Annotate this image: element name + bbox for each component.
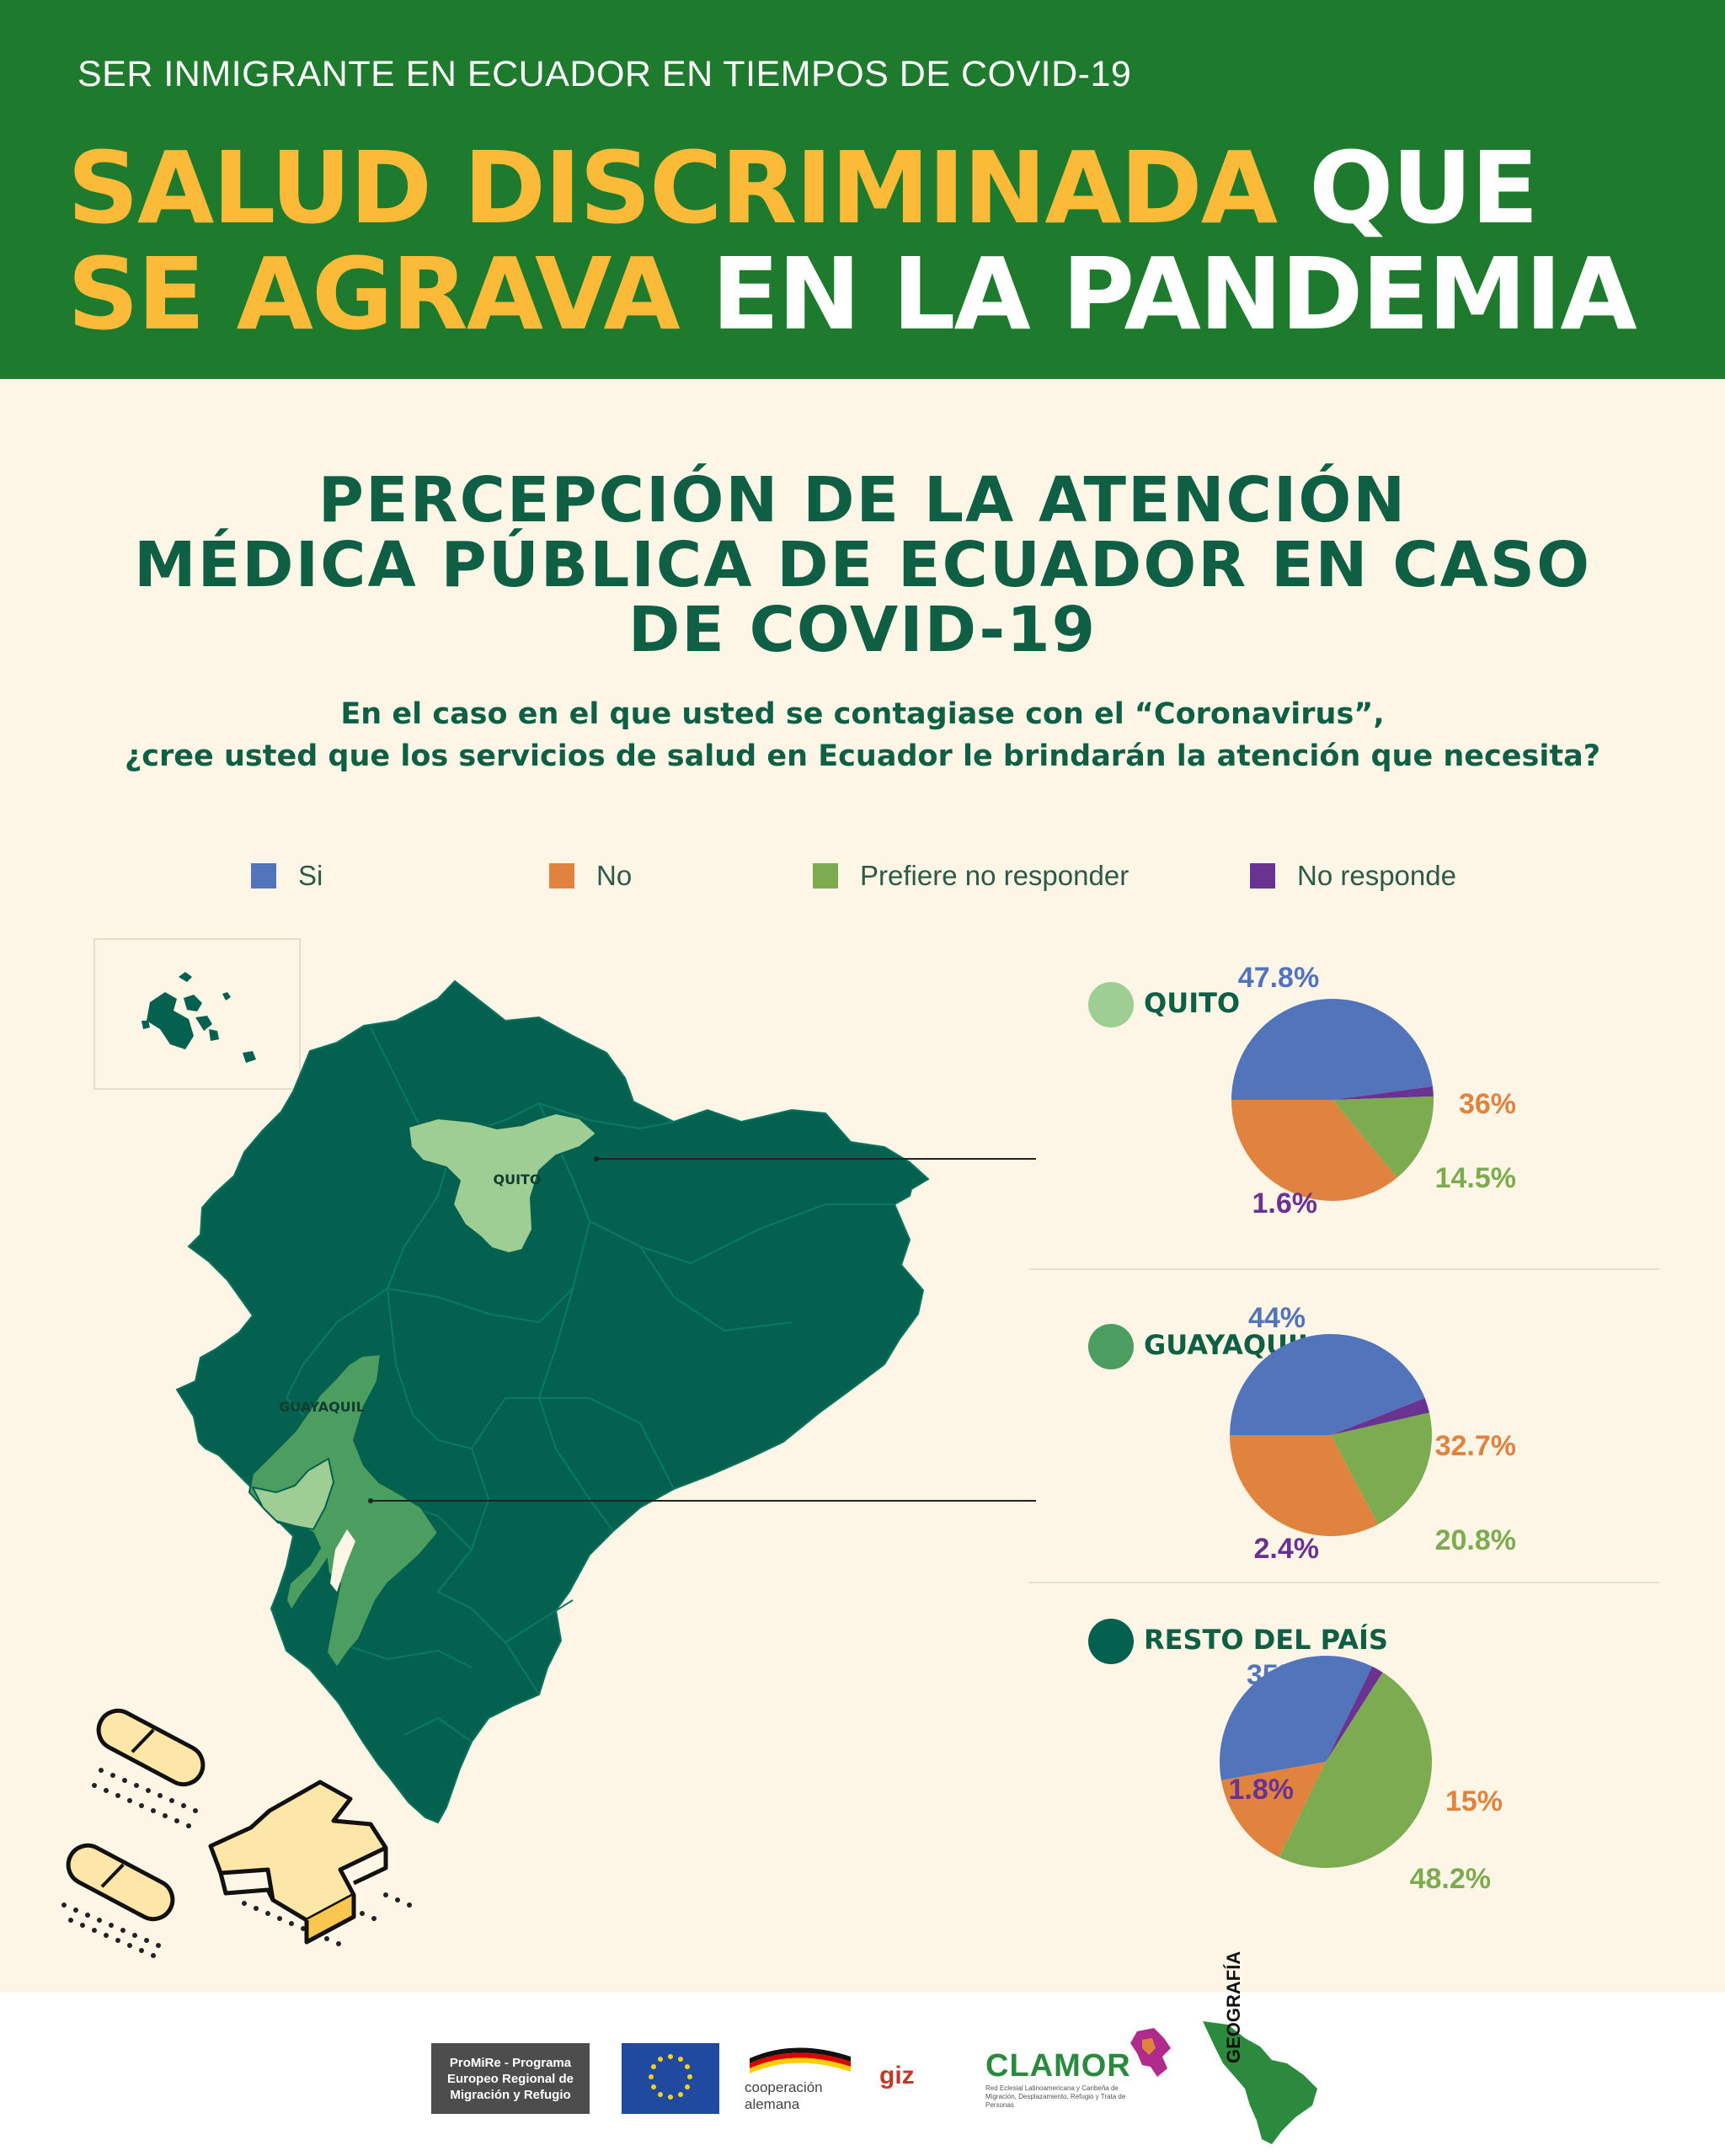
legend-swatch <box>813 863 838 889</box>
pie-slice-prefiere-no-responder <box>1332 1096 1434 1178</box>
galapagos-inset-frame <box>93 938 301 1090</box>
pie-chart-guayaquil: 44% 32.7% 20.8% 2.4% <box>1230 1302 1516 1565</box>
pie-slice-si <box>1231 998 1433 1100</box>
kicker-text: SER INMIGRANTE EN ECUADOR EN TIEMPOS DE … <box>77 54 1132 94</box>
headline-rest-1: QUE <box>1309 130 1539 246</box>
pie-slice-no-responde <box>1331 1398 1430 1435</box>
pie-label-prefiere-no-responder: 48.2% <box>1410 1863 1491 1895</box>
pie-label-si: 44% <box>1248 1302 1306 1334</box>
pie-chart-quito: 47.8% 36% 14.5% 1.6% <box>1231 962 1516 1219</box>
region-label-quito: QUITO <box>1144 987 1241 1019</box>
footer: ProMiRe - Programa Europeo Regional de M… <box>0 1951 1725 2156</box>
divider <box>1029 1268 1659 1270</box>
legend-item-si: Si <box>251 857 323 894</box>
section-title-line-3: DE COVID-19 <box>628 594 1097 666</box>
estuary-channel <box>330 1529 355 1592</box>
guayaquil-region <box>248 1353 440 1669</box>
legend-item-prefiere-no-responder: Prefiere no responder <box>813 857 1129 894</box>
legend-label: No responde <box>1297 860 1456 891</box>
legend-label: No <box>596 860 633 891</box>
pie-label-si: 47.8% <box>1238 962 1319 994</box>
cooperacion-alemana-logo: cooperación alemana <box>745 2041 856 2114</box>
legend-item-no: No <box>549 857 632 894</box>
legend-label: Si <box>298 860 323 891</box>
clamor-subtitle: Red Eclesial Latinoamericana y Caribeña … <box>985 2084 1126 2109</box>
pie-slice-no-responde <box>1326 1666 1383 1762</box>
region-dot-quito <box>1088 982 1134 1027</box>
header-banner: SER INMIGRANTE EN ECUADOR EN TIEMPOS DE … <box>0 0 1725 379</box>
connector-start-dot <box>368 1498 373 1503</box>
geografia-text: GEOGRAFÍA <box>1223 1951 1244 2063</box>
region-dot-guayaquil <box>1088 1324 1134 1369</box>
eu-flag-logo <box>622 2043 719 2114</box>
legend-label: Prefiere no responder <box>860 860 1130 891</box>
pie-slice-prefiere-no-responder <box>1331 1412 1432 1525</box>
connector-start-dot <box>594 1156 599 1161</box>
promire-logo-text: ProMiRe - Programa Europeo Regional de M… <box>446 2055 574 2102</box>
headline-line-2: SE AGRAVA EN LA PANDEMIA <box>67 241 1637 347</box>
headline-highlight-2: SE AGRAVA <box>67 236 681 352</box>
pie-label-no: 32.7% <box>1435 1430 1516 1462</box>
divider <box>1029 1582 1659 1583</box>
map-label-guayaquil: GUAYAQUIL <box>279 1399 365 1415</box>
map-label-quito: QUITO <box>493 1171 541 1187</box>
legend-swatch <box>549 863 574 889</box>
section-title-line-1: PERCEPCIÓN DE LA ATENCIÓN <box>318 464 1407 536</box>
pie-label-prefiere-no-responder: 14.5% <box>1435 1162 1516 1194</box>
pie-chart-resto-del-pais: 35% 15% 48.2% 1.8% <box>1220 1656 1503 1895</box>
pie-slice-no <box>1230 1435 1379 1536</box>
latin-america-map-icon <box>1203 2021 1317 2144</box>
clamor-map-icon <box>1130 2028 1171 2077</box>
galapagos-islands <box>142 972 256 1063</box>
legend-swatch <box>1250 863 1275 889</box>
promire-logo: ProMiRe - Programa Europeo Regional de M… <box>431 2043 590 2114</box>
cooperacion-alemana-text: cooperación alemana <box>745 2079 823 2112</box>
connector-lines <box>371 1158 1036 1502</box>
headline-highlight-1: SALUD DISCRIMINADA <box>67 130 1278 246</box>
geografia-critica-logo: GEOGRAFÍA <box>1194 1951 1329 2148</box>
headline-rest-2: EN LA PANDEMIA <box>711 236 1637 352</box>
pie-label-no-responde: 1.6% <box>1252 1187 1318 1219</box>
pills-decoration <box>61 1708 412 1958</box>
giz-logo: giz <box>879 2062 915 2089</box>
pie-slice-no <box>1231 1100 1397 1201</box>
guayaquil-region-inner <box>251 1457 335 1531</box>
headline-line-1: SALUD DISCRIMINADA QUE <box>67 135 1539 241</box>
clamor-logo: CLAMOR Red Eclesial Latinoamericana y Ca… <box>985 2048 1137 2124</box>
eu-stars-icon <box>649 2054 692 2100</box>
pie-slice-si <box>1230 1333 1425 1435</box>
clamor-logo-text: CLAMOR <box>985 2048 1131 2084</box>
pie-slice-no-responde <box>1332 1086 1434 1100</box>
pie-slice-prefiere-no-responder <box>1279 1672 1432 1868</box>
ecuador-map: QUITO GUAYAQUIL <box>61 938 1036 1958</box>
pie-label-si: 35% <box>1247 1659 1304 1691</box>
pie-slice-no <box>1220 1762 1326 1858</box>
german-flag-icon <box>750 2047 851 2073</box>
pie-label-no-responde: 1.8% <box>1229 1774 1295 1806</box>
pie-charts: 47.8% 36% 14.5% 1.6% 44% 32.7% 20.8% 2.4% 35% 1… <box>1220 962 1516 1895</box>
region-label-resto-del-pais: RESTO DEL PAÍS <box>1144 1624 1388 1656</box>
pie-label-no: 36% <box>1459 1088 1516 1120</box>
pie-label-no-responde: 2.4% <box>1254 1533 1320 1565</box>
quito-region <box>407 1112 598 1255</box>
pie-slice-si <box>1220 1656 1373 1780</box>
legend-swatch <box>251 863 276 889</box>
question-line-2: ¿cree usted que los servicios de salud e… <box>125 739 1600 773</box>
pie-label-no: 15% <box>1445 1785 1503 1817</box>
legend-item-no-responde: No responde <box>1250 857 1456 894</box>
pie-label-prefiere-no-responder: 20.8% <box>1435 1524 1516 1556</box>
region-dot-resto-del-pais <box>1088 1619 1134 1664</box>
question-line-1: En el caso en el que usted se contagiase… <box>340 697 1385 731</box>
section-title-line-2: MÉDICA PÚBLICA DE ECUADOR EN CASO <box>133 529 1592 601</box>
